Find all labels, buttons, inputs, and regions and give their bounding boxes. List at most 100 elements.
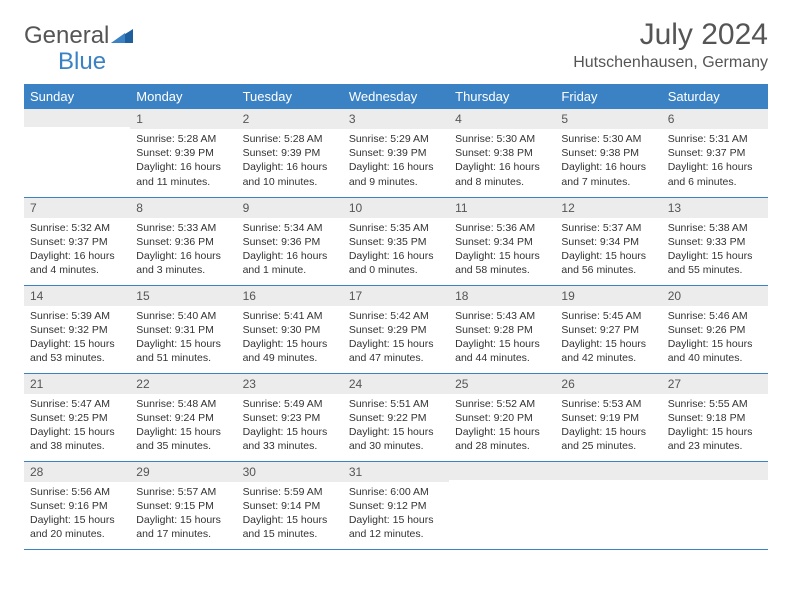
day-number: 5 [555,109,661,129]
calendar-cell: 18Sunrise: 5:43 AMSunset: 9:28 PMDayligh… [449,285,555,373]
day-sunset: Sunset: 9:39 PM [136,146,230,160]
day-number: 14 [24,286,130,306]
calendar-cell: 27Sunrise: 5:55 AMSunset: 9:18 PMDayligh… [662,373,768,461]
day-daylight: Daylight: 15 hours and 33 minutes. [243,425,337,453]
day-sunrise: Sunrise: 5:51 AM [349,397,443,411]
calendar-cell: 7Sunrise: 5:32 AMSunset: 9:37 PMDaylight… [24,197,130,285]
day-number: 10 [343,198,449,218]
day-number: 19 [555,286,661,306]
calendar-cell: 14 Sunrise: 5:39 AMSunset: 9:32 PMDayligh… [24,285,130,373]
day-daylight: Daylight: 16 hours and 1 minute. [243,249,337,277]
day-details: Sunrise: 5:32 AMSunset: 9:37 PMDaylight:… [24,218,130,282]
day-sunrise: Sunrise: 5:32 AM [30,221,124,235]
day-sunset: Sunset: 9:32 PM [30,323,124,337]
calendar-cell: 8Sunrise: 5:33 AMSunset: 9:36 PMDaylight… [130,197,236,285]
day-details: Sunrise: 5:49 AMSunset: 9:23 PMDaylight:… [237,394,343,458]
calendar-cell: 24Sunrise: 5:51 AMSunset: 9:22 PMDayligh… [343,373,449,461]
day-sunrise: Sunrise: 5:30 AM [561,132,655,146]
day-number [24,109,130,127]
day-number: 15 [130,286,236,306]
day-sunset: Sunset: 9:28 PM [455,323,549,337]
weekday-header: Saturday [662,84,768,109]
weekday-header: Tuesday [237,84,343,109]
day-daylight: Daylight: 15 hours and 55 minutes. [668,249,762,277]
calendar-cell [449,461,555,549]
day-details: Sunrise: 5:46 AMSunset: 9:26 PMDaylight:… [662,306,768,370]
day-daylight: Daylight: 15 hours and 35 minutes. [136,425,230,453]
day-number: 30 [237,462,343,482]
day-details: Sunrise: 5:40 AMSunset: 9:31 PMDaylight:… [130,306,236,370]
calendar-week: 28Sunrise: 5:56 AMSunset: 9:16 PMDayligh… [24,461,768,549]
day-sunrise: Sunrise: 5:39 AM [30,309,124,323]
day-details: Sunrise: 5:37 AMSunset: 9:34 PMDaylight:… [555,218,661,282]
calendar-cell: 15Sunrise: 5:40 AMSunset: 9:31 PMDayligh… [130,285,236,373]
calendar-cell [662,461,768,549]
calendar-cell: 22Sunrise: 5:48 AMSunset: 9:24 PMDayligh… [130,373,236,461]
day-sunset: Sunset: 9:15 PM [136,499,230,513]
day-daylight: Daylight: 16 hours and 7 minutes. [561,160,655,188]
calendar-cell: 21Sunrise: 5:47 AMSunset: 9:25 PMDayligh… [24,373,130,461]
calendar-week: 14Sunrise: 5:39 AMSunset: 9:32 PMDayligh… [24,285,768,373]
day-sunset: Sunset: 9:34 PM [455,235,549,249]
weekday-header: Friday [555,84,661,109]
day-sunset: Sunset: 9:36 PM [136,235,230,249]
calendar-cell: 26Sunrise: 5:53 AMSunset: 9:19 PMDayligh… [555,373,661,461]
day-details: Sunrise: 5:51 AMSunset: 9:22 PMDaylight:… [343,394,449,458]
day-daylight: Daylight: 15 hours and 38 minutes. [30,425,124,453]
day-daylight: Daylight: 15 hours and 20 minutes. [30,513,124,541]
day-details: Sunrise: 5:38 AMSunset: 9:33 PMDaylight:… [662,218,768,282]
calendar-cell: 10Sunrise: 5:35 AMSunset: 9:35 PMDayligh… [343,197,449,285]
calendar-cell: 12Sunrise: 5:37 AMSunset: 9:34 PMDayligh… [555,197,661,285]
calendar-cell: 3Sunrise: 5:29 AMSunset: 9:39 PMDaylight… [343,109,449,197]
day-daylight: Daylight: 15 hours and 44 minutes. [455,337,549,365]
day-daylight: Daylight: 15 hours and 15 minutes. [243,513,337,541]
day-details: Sunrise: 5:34 AMSunset: 9:36 PMDaylight:… [237,218,343,282]
calendar-cell: 28Sunrise: 5:56 AMSunset: 9:16 PMDayligh… [24,461,130,549]
calendar-cell: 11Sunrise: 5:36 AMSunset: 9:34 PMDayligh… [449,197,555,285]
day-details: Sunrise: 5:52 AMSunset: 9:20 PMDaylight:… [449,394,555,458]
day-daylight: Daylight: 15 hours and 42 minutes. [561,337,655,365]
day-daylight: Daylight: 15 hours and 40 minutes. [668,337,762,365]
day-number: 12 [555,198,661,218]
day-sunrise: Sunrise: 5:38 AM [668,221,762,235]
day-sunset: Sunset: 9:35 PM [349,235,443,249]
day-daylight: Daylight: 15 hours and 53 minutes. [30,337,124,365]
day-details: Sunrise: 5:59 AMSunset: 9:14 PMDaylight:… [237,482,343,546]
logo: General [24,18,135,50]
day-sunrise: Sunrise: 5:41 AM [243,309,337,323]
day-details: Sunrise: 5:45 AMSunset: 9:27 PMDaylight:… [555,306,661,370]
day-number: 17 [343,286,449,306]
calendar-cell: 17Sunrise: 5:42 AMSunset: 9:29 PMDayligh… [343,285,449,373]
day-number: 11 [449,198,555,218]
day-details: Sunrise: 5:28 AMSunset: 9:39 PMDaylight:… [130,129,236,193]
day-number: 25 [449,374,555,394]
calendar-head: SundayMondayTuesdayWednesdayThursdayFrid… [24,84,768,109]
day-sunrise: Sunrise: 5:30 AM [455,132,549,146]
day-sunset: Sunset: 9:14 PM [243,499,337,513]
day-details: Sunrise: 6:00 AMSunset: 9:12 PMDaylight:… [343,482,449,546]
calendar-body: 1Sunrise: 5:28 AMSunset: 9:39 PMDaylight… [24,109,768,549]
calendar-cell: 1Sunrise: 5:28 AMSunset: 9:39 PMDaylight… [130,109,236,197]
calendar-cell: 13Sunrise: 5:38 AMSunset: 9:33 PMDayligh… [662,197,768,285]
day-daylight: Daylight: 15 hours and 12 minutes. [349,513,443,541]
title-block: July 2024 Hutschenhausen, Germany [573,18,768,72]
day-sunset: Sunset: 9:39 PM [243,146,337,160]
day-sunset: Sunset: 9:20 PM [455,411,549,425]
day-daylight: Daylight: 16 hours and 6 minutes. [668,160,762,188]
day-daylight: Daylight: 16 hours and 4 minutes. [30,249,124,277]
day-sunset: Sunset: 9:26 PM [668,323,762,337]
day-sunrise: Sunrise: 5:37 AM [561,221,655,235]
day-sunrise: Sunrise: 5:49 AM [243,397,337,411]
calendar-cell: 25Sunrise: 5:52 AMSunset: 9:20 PMDayligh… [449,373,555,461]
day-number: 24 [343,374,449,394]
day-sunrise: Sunrise: 5:48 AM [136,397,230,411]
day-details: Sunrise: 5:57 AMSunset: 9:15 PMDaylight:… [130,482,236,546]
day-details: Sunrise: 5:36 AMSunset: 9:34 PMDaylight:… [449,218,555,282]
day-daylight: Daylight: 15 hours and 28 minutes. [455,425,549,453]
day-sunrise: Sunrise: 5:28 AM [243,132,337,146]
day-details: Sunrise: 5:35 AMSunset: 9:35 PMDaylight:… [343,218,449,282]
day-details: Sunrise: 5:33 AMSunset: 9:36 PMDaylight:… [130,218,236,282]
day-sunrise: Sunrise: 5:28 AM [136,132,230,146]
day-daylight: Daylight: 15 hours and 47 minutes. [349,337,443,365]
calendar-cell: 23Sunrise: 5:49 AMSunset: 9:23 PMDayligh… [237,373,343,461]
